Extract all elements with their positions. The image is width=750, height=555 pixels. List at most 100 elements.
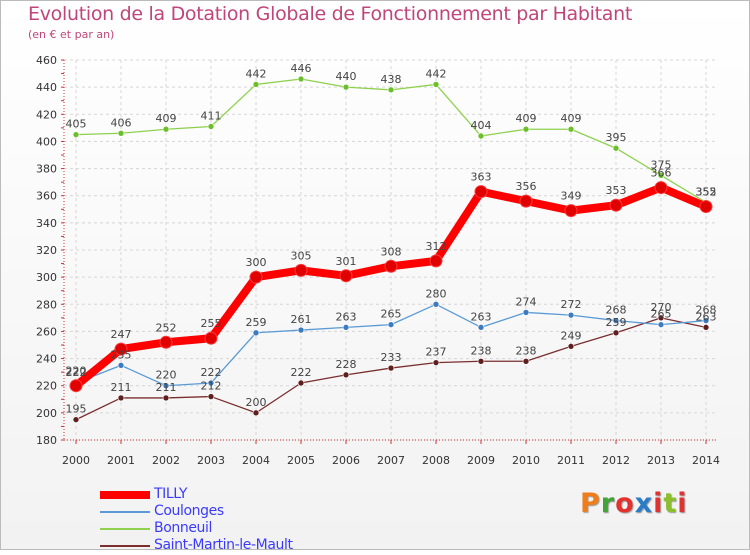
y-tick-label-280: 280 xyxy=(36,298,57,311)
point-tilly-2011 xyxy=(564,204,578,218)
data-label-saint-martin-le-mault-2003: 212 xyxy=(201,380,222,393)
y-tick-label-260: 260 xyxy=(36,325,57,338)
y-tick-label-320: 320 xyxy=(36,244,57,257)
y-tick-label-440: 440 xyxy=(36,81,57,94)
point-bonneuil-2008 xyxy=(432,81,440,88)
data-label-saint-martin-le-mault-2006: 228 xyxy=(336,358,357,371)
point-bonneuil-2001 xyxy=(117,129,125,137)
point-tilly-2006 xyxy=(339,269,353,283)
point-saint-martin-le-mault-2005 xyxy=(297,379,305,387)
data-label-bonneuil-2010: 409 xyxy=(516,112,537,125)
x-tick-label-2001: 2001 xyxy=(107,454,135,467)
data-label-coulonges-2011: 272 xyxy=(561,298,582,311)
x-tick-label-2005: 2005 xyxy=(287,454,315,467)
data-label-tilly-2000: 220 xyxy=(66,365,87,378)
logo-letter: r xyxy=(600,488,616,519)
data-label-tilly-2005: 305 xyxy=(291,249,312,262)
chart-subtitle: (en € et par an) xyxy=(28,28,115,41)
point-tilly-2005 xyxy=(294,263,308,277)
x-tick-label-2010: 2010 xyxy=(512,454,540,467)
point-coulonges-2002 xyxy=(162,382,170,390)
point-bonneuil-2013 xyxy=(657,172,665,179)
data-label-saint-martin-le-mault-2008: 237 xyxy=(426,346,447,359)
data-label-bonneuil-2014: 355 xyxy=(696,186,717,199)
legend-swatch-bonneuil xyxy=(100,528,150,530)
y-tick-label-360: 360 xyxy=(36,190,57,203)
data-label-saint-martin-le-mault-2009: 238 xyxy=(471,344,492,357)
data-label-coulonges-2004: 259 xyxy=(246,316,267,329)
data-label-tilly-2001: 247 xyxy=(111,328,132,341)
data-label-tilly-2010: 356 xyxy=(516,180,537,193)
x-tick-label-2002: 2002 xyxy=(152,454,180,467)
point-bonneuil-2003 xyxy=(207,123,215,130)
data-label-tilly-2003: 255 xyxy=(201,317,222,330)
proxiti-logo: Proxiti xyxy=(580,488,688,519)
point-tilly-2001 xyxy=(114,342,128,356)
data-label-bonneuil-2000: 405 xyxy=(66,118,87,131)
point-saint-martin-le-mault-2011 xyxy=(567,343,575,350)
legend-swatch-saint-martin-le-mault xyxy=(100,545,150,547)
y-tick-label-200: 200 xyxy=(36,407,57,420)
data-label-saint-martin-le-mault-2001: 211 xyxy=(111,381,132,394)
point-bonneuil-2007 xyxy=(387,86,395,94)
point-coulonges-2004 xyxy=(252,329,260,337)
point-bonneuil-2006 xyxy=(342,83,350,91)
data-label-bonneuil-2009: 404 xyxy=(471,119,492,132)
point-tilly-2007 xyxy=(384,259,398,273)
data-label-saint-martin-le-mault-2002: 211 xyxy=(156,381,177,394)
point-saint-martin-le-mault-2002 xyxy=(162,394,170,402)
y-tick-label-460: 460 xyxy=(36,54,57,67)
chart-title: Evolution de la Dotation Globale de Fonc… xyxy=(28,3,633,25)
data-label-coulonges-2001: 235 xyxy=(111,348,132,361)
data-label-coulonges-2012: 268 xyxy=(606,304,627,317)
y-tick-label-220: 220 xyxy=(36,380,57,393)
point-saint-martin-le-mault-2003 xyxy=(207,393,215,400)
data-label-coulonges-2008: 280 xyxy=(426,287,447,300)
point-saint-martin-le-mault-2006 xyxy=(342,371,350,379)
point-tilly-2008 xyxy=(429,254,443,268)
point-saint-martin-le-mault-2009 xyxy=(477,357,485,365)
data-label-saint-martin-le-mault-2000: 195 xyxy=(66,403,87,416)
point-saint-martin-le-mault-2004 xyxy=(252,409,260,417)
point-saint-martin-le-mault-2010 xyxy=(522,357,530,365)
point-coulonges-2011 xyxy=(567,311,575,319)
data-label-tilly-2007: 308 xyxy=(381,245,402,258)
point-saint-martin-le-mault-2012 xyxy=(612,329,620,337)
y-tick-label-300: 300 xyxy=(36,271,57,284)
logo-letter: o xyxy=(615,488,635,519)
point-tilly-2003 xyxy=(204,331,218,345)
point-bonneuil-2011 xyxy=(567,125,575,133)
point-bonneuil-2009 xyxy=(477,132,485,140)
data-label-coulonges-2002: 220 xyxy=(156,369,177,382)
data-label-tilly-2013: 366 xyxy=(651,167,672,180)
point-coulonges-2010 xyxy=(522,309,530,316)
data-labels: 405 406 409 411 442 446 440 438 442 404 409 409 395 3… xyxy=(66,62,717,416)
point-tilly-2000 xyxy=(69,379,83,393)
point-saint-martin-le-mault-2014 xyxy=(702,324,710,331)
point-coulonges-2006 xyxy=(342,324,350,331)
y-tick-label-340: 340 xyxy=(36,217,57,230)
point-bonneuil-2012 xyxy=(612,144,620,152)
point-coulonges-2005 xyxy=(297,326,305,334)
point-saint-martin-le-mault-2008 xyxy=(432,359,440,366)
x-tick-label-2006: 2006 xyxy=(332,454,360,467)
point-tilly-2010 xyxy=(519,194,533,208)
data-label-coulonges-2005: 261 xyxy=(291,313,312,326)
data-label-tilly-2012: 353 xyxy=(606,184,627,197)
data-label-bonneuil-2002: 409 xyxy=(156,112,177,125)
x-tick-label-2003: 2003 xyxy=(197,454,225,467)
data-label-tilly-2002: 252 xyxy=(156,321,177,334)
data-label-saint-martin-le-mault-2004: 200 xyxy=(246,396,267,409)
data-label-tilly-2008: 312 xyxy=(426,240,447,253)
legend-swatch-tilly xyxy=(100,491,150,499)
y-tick-label-380: 380 xyxy=(36,163,57,176)
point-coulonges-2003 xyxy=(207,379,215,387)
x-tick-label-2014: 2014 xyxy=(692,454,720,467)
legend-label-tilly: TILLY xyxy=(154,486,187,502)
data-label-coulonges-2013: 265 xyxy=(651,308,672,321)
legend-label-bonneuil: Bonneuil xyxy=(154,520,212,536)
point-bonneuil-2004 xyxy=(252,81,260,88)
data-label-coulonges-2009: 263 xyxy=(471,310,492,323)
point-coulonges-2001 xyxy=(117,362,125,369)
